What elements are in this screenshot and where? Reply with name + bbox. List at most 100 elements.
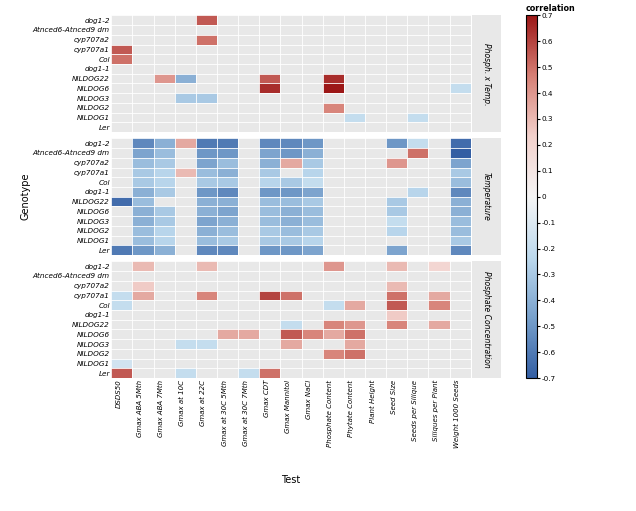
Bar [132, 138, 153, 148]
Bar [344, 320, 365, 330]
Bar [196, 339, 217, 349]
Bar [386, 226, 407, 236]
Bar [344, 330, 365, 339]
Bar [386, 300, 407, 310]
Bar [259, 197, 280, 206]
Bar [259, 177, 280, 187]
Bar [196, 158, 217, 168]
Bar [386, 158, 407, 168]
Bar [280, 216, 301, 226]
Bar [217, 330, 238, 339]
Bar [450, 158, 471, 168]
Text: Phosphate Concentration: Phosphate Concentration [481, 271, 491, 368]
Bar [111, 54, 132, 64]
Bar [280, 177, 301, 187]
Bar [111, 44, 132, 54]
Bar [153, 216, 175, 226]
Bar [301, 177, 322, 187]
Bar [196, 197, 217, 206]
Bar [407, 113, 429, 123]
Bar [196, 261, 217, 271]
Bar [259, 245, 280, 255]
Bar [280, 330, 301, 339]
Bar [322, 83, 344, 93]
Bar [111, 368, 132, 378]
Bar [280, 187, 301, 197]
Bar [280, 290, 301, 300]
Bar [259, 368, 280, 378]
Bar [259, 187, 280, 197]
Bar [132, 187, 153, 197]
Bar [259, 83, 280, 93]
Bar [301, 158, 322, 168]
Text: Genotype: Genotype [20, 173, 31, 220]
Bar [407, 148, 429, 158]
Bar [280, 148, 301, 158]
Bar [259, 74, 280, 83]
Bar [280, 245, 301, 255]
Bar [280, 158, 301, 168]
Bar [280, 226, 301, 236]
Bar [196, 148, 217, 158]
Bar [111, 359, 132, 368]
Bar [217, 168, 238, 177]
Bar [386, 310, 407, 320]
Bar [386, 216, 407, 226]
Bar [407, 187, 429, 197]
Bar [111, 300, 132, 310]
Bar [450, 83, 471, 93]
Bar [153, 168, 175, 177]
Bar [386, 206, 407, 216]
Bar [301, 226, 322, 236]
Bar [301, 187, 322, 197]
Bar [196, 93, 217, 103]
Bar [196, 216, 217, 226]
Bar [238, 330, 259, 339]
Bar [132, 261, 153, 271]
Bar [111, 245, 132, 255]
Bar [386, 261, 407, 271]
Bar [259, 216, 280, 226]
Bar [322, 261, 344, 271]
Bar [132, 168, 153, 177]
Bar [196, 15, 217, 25]
Bar [450, 177, 471, 187]
Bar [429, 290, 450, 300]
Bar [259, 138, 280, 148]
Bar [386, 320, 407, 330]
Bar [153, 148, 175, 158]
Bar [196, 245, 217, 255]
Bar [450, 187, 471, 197]
Bar [153, 158, 175, 168]
Bar [111, 197, 132, 206]
Bar [175, 138, 196, 148]
Bar [301, 197, 322, 206]
Bar [429, 261, 450, 271]
Bar [217, 138, 238, 148]
Bar [196, 35, 217, 44]
Bar [217, 245, 238, 255]
Bar [450, 197, 471, 206]
Bar [111, 290, 132, 300]
Bar [301, 138, 322, 148]
Bar [217, 226, 238, 236]
Bar [132, 226, 153, 236]
Bar [301, 206, 322, 216]
Bar [450, 138, 471, 148]
Text: Test: Test [281, 475, 301, 485]
Text: correlation: correlation [526, 4, 576, 13]
Bar [153, 138, 175, 148]
Bar [175, 168, 196, 177]
Bar [132, 216, 153, 226]
Bar [322, 103, 344, 113]
Bar [132, 148, 153, 158]
Bar [217, 206, 238, 216]
Bar [301, 148, 322, 158]
Bar [322, 349, 344, 359]
Bar [429, 300, 450, 310]
Bar [429, 320, 450, 330]
Bar [386, 138, 407, 148]
Bar [301, 245, 322, 255]
Bar [132, 281, 153, 290]
Bar [450, 216, 471, 226]
